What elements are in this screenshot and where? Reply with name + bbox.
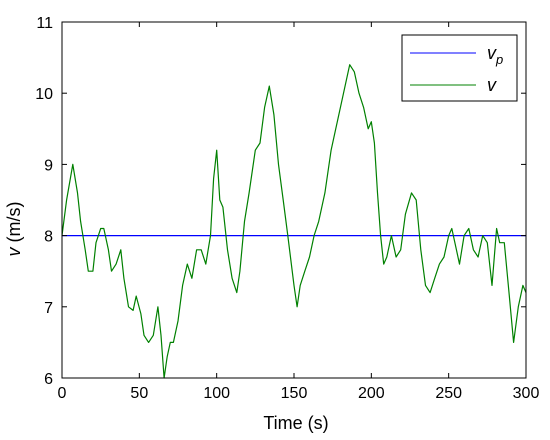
axes-box [61, 21, 527, 379]
legend-label-vp-symbol: v [487, 43, 497, 63]
y-tick-label: 7 [44, 300, 53, 317]
y-tick-label: 10 [35, 86, 53, 103]
x-tick-label: 200 [358, 385, 385, 402]
plot-area [61, 64, 527, 379]
series-line-v [61, 64, 527, 379]
y-tick-label: 9 [44, 157, 53, 174]
x-tick-label: 150 [281, 385, 308, 402]
legend-box [401, 34, 518, 102]
y-tick-label: 8 [44, 229, 53, 246]
x-tick-label: 300 [513, 385, 540, 402]
x-tick-label: 0 [58, 385, 67, 402]
x-tick-label: 50 [130, 385, 148, 402]
y-axis-label-unit: (m/s) [4, 202, 24, 248]
y-tick-label: 6 [44, 371, 53, 388]
legend-label-v: v [487, 75, 497, 95]
x-tick-label: 250 [435, 385, 462, 402]
x-axis-label: Time (s) [263, 413, 328, 433]
y-axis-label-symbol: v [4, 246, 24, 256]
y-tick-label: 11 [36, 15, 53, 32]
legend-label-vp-subscript: p [495, 52, 503, 67]
y-axis-label: v (m/s) [4, 202, 24, 257]
x-tick-label: 100 [203, 385, 230, 402]
legend-label-vp: vp [487, 43, 503, 67]
legend: vp v [401, 34, 518, 102]
